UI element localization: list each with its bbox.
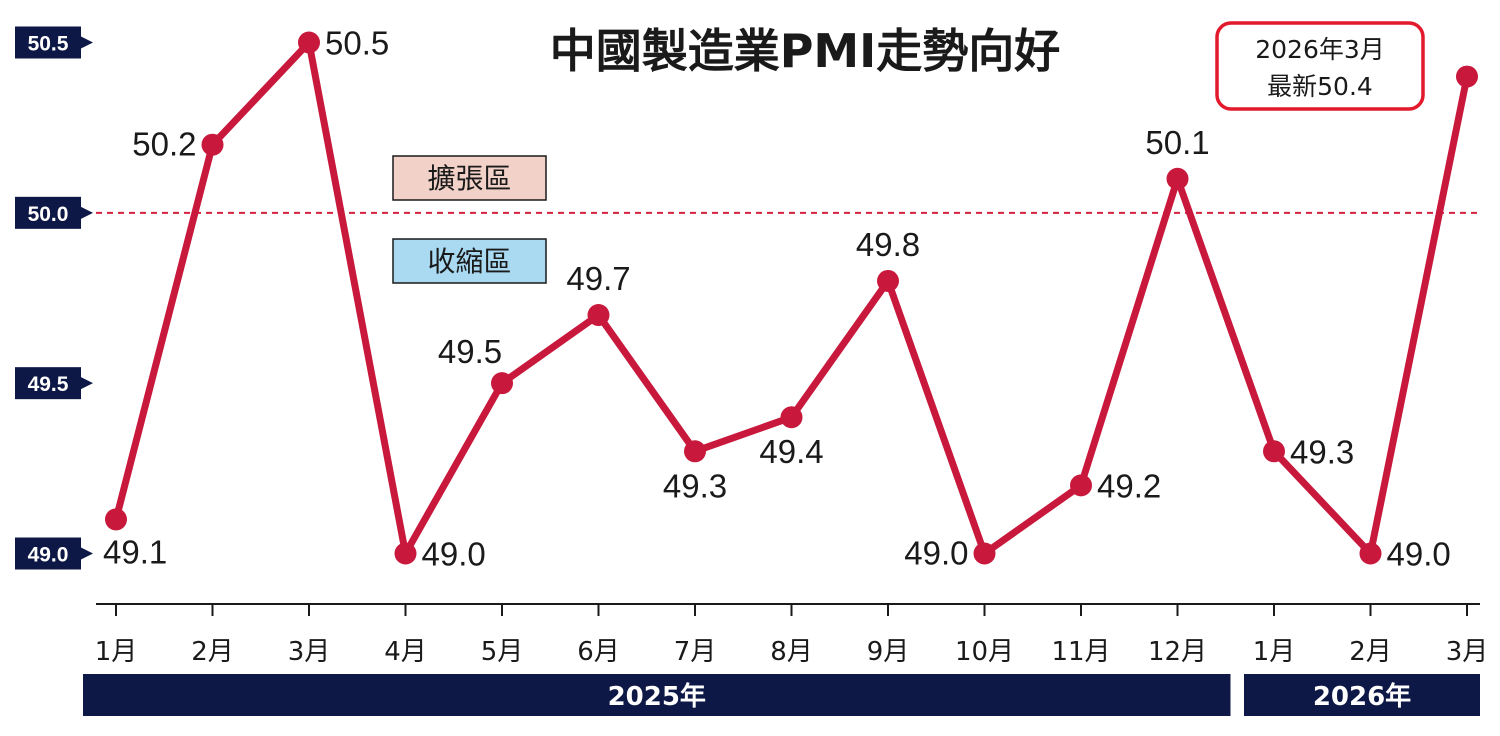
data-label: 50.2 [132, 126, 196, 163]
data-point [780, 406, 803, 429]
y-tick-label: 49.5 [28, 373, 69, 396]
y-tick-49.0: 49.0 [15, 537, 93, 570]
data-label: 49.8 [856, 226, 920, 263]
data-label: 50.1 [1145, 124, 1209, 161]
data-label: 49.7 [566, 260, 630, 297]
y-tick-badge [15, 367, 81, 400]
data-point [201, 133, 224, 156]
x-tick-label: 3月 [1446, 637, 1489, 667]
y-axis-ticks: 50.5 50.0 49.5 49.0 [15, 26, 93, 570]
year-bar [83, 674, 1231, 716]
y-tick-badge [15, 537, 81, 570]
y-tick-50.0: 50.0 [15, 196, 93, 229]
data-label: 49.1 [103, 533, 167, 570]
data-label: 49.5 [438, 333, 502, 370]
expansion-zone-label: 擴張區 [392, 155, 547, 201]
x-tick-label: 11月 [1051, 637, 1110, 667]
y-tick-pointer [81, 547, 93, 560]
x-tick-label: 3月 [288, 637, 331, 667]
data-label: 49.0 [1387, 536, 1451, 573]
data-label: 49.0 [422, 536, 486, 573]
data-point [1070, 474, 1092, 497]
x-tick-label: 7月 [674, 637, 717, 667]
expansion-zone-box [392, 155, 547, 201]
data-point [1456, 65, 1478, 88]
data-point [587, 304, 610, 327]
callout-value: 最新50.4 [1267, 72, 1373, 101]
expansion-zone-text: 擴張區 [427, 162, 511, 195]
data-point [105, 508, 127, 531]
year-bar [1244, 674, 1480, 716]
data-labels: 49.1 50.2 50.5 49.0 49.5 49.7 49.3 49.4 49.8 49.0… [103, 25, 1451, 573]
y-tick-badge [15, 26, 81, 59]
data-label: 49.4 [759, 433, 823, 470]
y-tick-label: 49.0 [28, 544, 69, 567]
callout-date: 2026年3月 [1255, 35, 1385, 64]
data-label: 49.3 [663, 467, 727, 504]
x-axis-ticks: 1月 2月 3月 4月 5月 6月 7月 8月 9月 10月 11月 12月 1月 2月 3月 [95, 604, 1489, 667]
data-label: 49.3 [1290, 433, 1354, 470]
x-tick-label: 4月 [384, 637, 427, 667]
contraction-zone-box [392, 238, 547, 284]
y-tick-pointer [81, 36, 93, 49]
x-tick-label: 8月 [770, 637, 813, 667]
data-point [1263, 440, 1285, 463]
y-tick-label: 50.0 [28, 203, 69, 226]
data-point [684, 440, 706, 463]
x-tick-label: 10月 [955, 637, 1014, 667]
data-point [394, 542, 417, 565]
pmi-series-line [112, 39, 1471, 557]
data-point [1359, 542, 1382, 565]
latest-value-callout: 2026年3月 最新50.4 [1215, 21, 1425, 111]
callout-box [1215, 21, 1425, 111]
year-label: 2025年 [608, 681, 706, 712]
contraction-zone-label: 收縮區 [392, 238, 547, 284]
y-tick-49.5: 49.5 [15, 367, 93, 400]
data-point [491, 372, 513, 395]
x-tick-label: 1月 [1253, 637, 1296, 667]
x-tick-label: 12月 [1148, 637, 1207, 667]
x-tick-label: 9月 [867, 637, 910, 667]
chart-title: 中國製造業PMI走勢向好 [550, 24, 1061, 78]
data-point [877, 269, 899, 292]
data-point [1166, 167, 1189, 190]
y-tick-50.5: 50.5 [15, 26, 93, 59]
y-tick-pointer [81, 206, 93, 219]
contraction-zone-text: 收縮區 [427, 245, 511, 278]
x-tick-label: 6月 [577, 637, 620, 667]
data-points [105, 31, 1478, 565]
x-tick-label: 5月 [481, 637, 524, 667]
y-tick-badge [15, 196, 81, 229]
data-label: 49.0 [904, 535, 968, 572]
data-label: 49.2 [1097, 467, 1161, 504]
y-tick-label: 50.5 [28, 33, 69, 56]
x-tick-label: 2月 [1349, 637, 1392, 667]
x-tick-label: 1月 [95, 637, 138, 667]
year-label: 2026年 [1313, 681, 1411, 712]
x-tick-label: 2月 [191, 637, 234, 667]
year-bars: 2025年 2026年 [83, 674, 1480, 716]
y-tick-pointer [81, 377, 93, 390]
data-label: 50.5 [325, 25, 389, 62]
data-point [298, 31, 320, 54]
data-point [973, 542, 996, 565]
